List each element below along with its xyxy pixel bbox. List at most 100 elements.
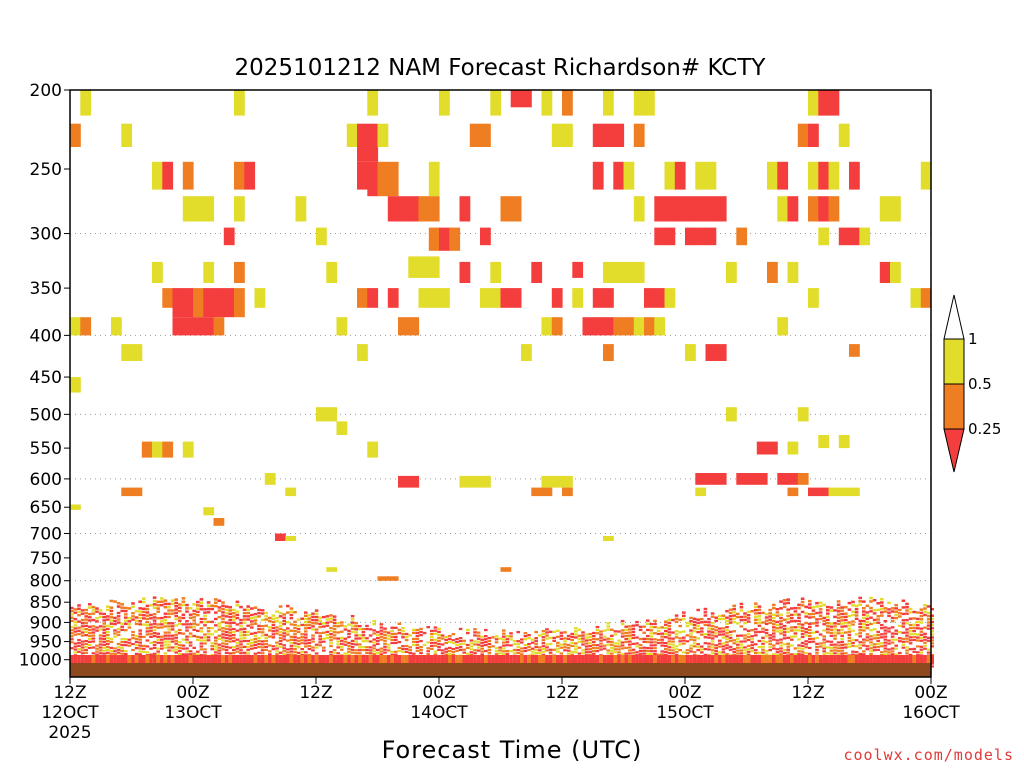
bl-cell [768,643,772,646]
bl-cell [854,655,859,663]
heat-cell [480,288,491,308]
bl-cell [757,651,762,654]
bl-cell [134,647,139,650]
bl-cell [926,648,931,651]
bl-cell [624,631,628,635]
bl-cell [415,641,420,644]
bl-cell [775,642,780,645]
bl-cell [250,632,254,635]
bl-cell [120,640,124,644]
bl-cell [707,642,711,645]
heat-cell [418,288,430,308]
bl-cell [347,650,351,653]
bl-cell [606,637,610,640]
heat-cell [726,407,737,422]
bl-cell [372,650,376,653]
bl-cell [214,645,218,648]
bl-cell [102,622,106,625]
bl-cell [919,636,924,639]
bl-cell [480,644,484,647]
bl-cell [466,631,470,635]
bl-cell [163,622,168,625]
bl-cell [484,635,488,638]
bl-cell [70,616,74,619]
bl-cell [505,635,510,638]
bl-cell [397,631,402,635]
bl-cell [768,634,772,637]
bl-cell [293,639,297,642]
bl-cell [304,651,308,654]
bl-cell [764,622,769,626]
bl-cell [196,655,200,663]
bl-cell [116,618,121,621]
heat-cell [777,161,789,190]
bl-cell [836,600,841,603]
bl-cell [808,625,812,628]
bl-cell [905,652,909,655]
bl-cell [804,646,808,649]
y-tick-label: 350 [30,279,62,299]
bl-cell [163,602,168,606]
bl-cell [826,631,830,634]
ground-bar [70,663,931,677]
bl-cell [106,648,110,651]
bl-cell [77,647,81,650]
bl-cell [898,631,902,634]
bl-cell [232,634,236,637]
bl-cell [872,649,877,652]
bl-cell [232,618,236,621]
bl-cell [700,617,704,621]
bl-cell [660,641,664,644]
bl-cell [790,655,794,663]
bl-cell [754,628,758,631]
heat-cell [838,123,850,147]
bl-cell [444,641,448,644]
bl-cell [800,632,805,636]
bl-cell [808,606,812,609]
bl-cell [203,617,207,621]
bl-cell [570,638,574,642]
bl-cell [239,646,243,649]
bl-cell [916,633,920,636]
bl-cell [635,645,639,648]
bl-cell [386,655,391,663]
heat-cell [767,441,778,455]
bl-cell [653,652,657,656]
bl-cell [779,607,783,610]
heat-cell [715,473,727,485]
bl-cell [102,637,106,640]
heat-cell [562,123,573,147]
bl-cell [872,599,877,602]
bl-cell [379,653,384,656]
bl-cell [163,599,168,602]
bl-cell [844,615,848,619]
bl-cell [840,606,844,609]
bl-cell [84,646,88,649]
heat-cell [172,317,184,336]
bl-cell [332,628,337,631]
bl-cell [754,634,758,637]
bl-cell [300,623,304,627]
bl-cell [908,655,913,663]
bl-cell [757,615,762,618]
bl-cell [854,611,859,614]
bl-cell [908,611,913,614]
heat-cell [336,421,348,435]
bl-cell [386,637,391,640]
bl-cell [404,647,409,651]
bl-cell [638,649,643,652]
heat-cell [387,196,399,222]
bl-cell [210,604,214,607]
heat-cell [162,161,174,190]
bl-cell [534,651,538,655]
bl-cell [826,612,830,615]
bl-cell [268,650,272,653]
bl-cell [322,649,326,652]
bl-cell [797,616,801,619]
bl-cell [368,646,373,649]
bl-cell [559,655,564,663]
heat-cell [562,90,573,116]
bl-cell [912,647,916,650]
bl-cell [610,628,614,631]
bl-cell [142,650,146,653]
